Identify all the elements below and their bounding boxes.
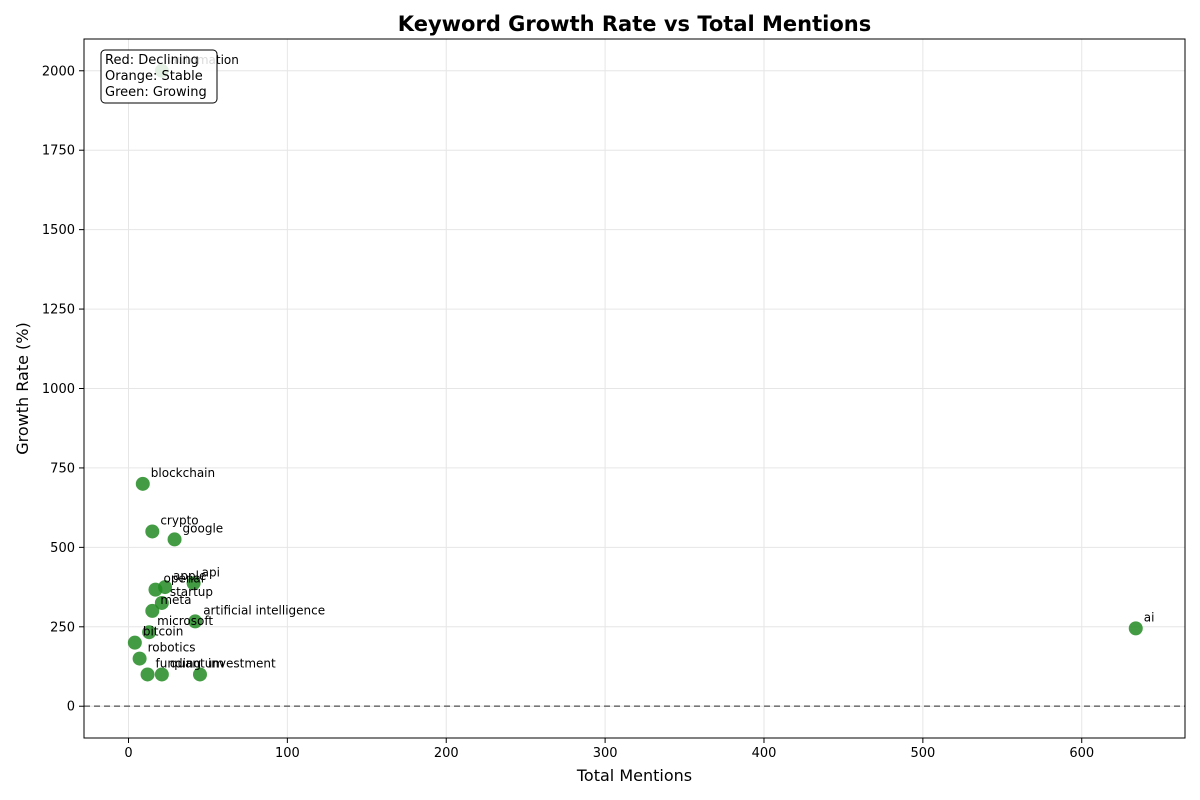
x-tick-label: 0 xyxy=(124,746,132,761)
data-point xyxy=(142,625,157,640)
point-label: funding xyxy=(156,656,202,670)
data-point xyxy=(154,667,169,682)
legend-line-stable: Orange: Stable xyxy=(105,69,203,84)
data-point xyxy=(135,476,150,491)
legend-box: Red: Declining Orange: Stable Green: Gro… xyxy=(100,49,218,104)
data-point xyxy=(140,667,155,682)
data-point xyxy=(132,651,147,666)
point-label: bitcoin xyxy=(143,625,184,639)
point-label: apple xyxy=(173,569,206,583)
point-label: artificial intelligence xyxy=(203,603,325,617)
x-axis-label: Total Mentions xyxy=(576,766,692,785)
point-label: startup xyxy=(170,585,213,599)
y-tick-label: 250 xyxy=(50,620,75,635)
y-axis-ticks: 0 250 500 750 1000 1250 1500 1750 2000 xyxy=(42,64,84,715)
y-tick-label: 1750 xyxy=(42,144,75,159)
y-tick-label: 1000 xyxy=(42,382,75,397)
point-label: blockchain xyxy=(151,466,215,480)
x-tick-label: 300 xyxy=(593,746,618,761)
point-label: robotics xyxy=(148,641,196,655)
y-tick-label: 2000 xyxy=(42,64,75,79)
data-point xyxy=(145,524,160,539)
legend-line-growing: Green: Growing xyxy=(105,85,207,100)
data-point xyxy=(1128,621,1143,636)
y-axis-label: Growth Rate (%) xyxy=(13,322,32,454)
point-label: ai xyxy=(1144,610,1155,624)
legend-frame xyxy=(100,49,218,104)
chart-title: Keyword Growth Rate vs Total Mentions xyxy=(398,12,871,36)
x-tick-label: 200 xyxy=(434,746,459,761)
data-points xyxy=(127,63,1143,682)
y-tick-label: 750 xyxy=(50,461,75,476)
data-point xyxy=(186,576,201,591)
y-tick-label: 0 xyxy=(67,700,75,715)
data-point xyxy=(154,595,169,610)
point-label: meta xyxy=(160,593,191,607)
x-tick-label: 600 xyxy=(1069,746,1094,761)
data-point xyxy=(148,582,163,597)
legend-line-declining: Red: Declining xyxy=(105,53,199,68)
data-point xyxy=(145,603,160,618)
data-point xyxy=(127,635,142,650)
grid xyxy=(84,39,1185,738)
point-label: crypto xyxy=(160,513,198,527)
y-tick-label: 500 xyxy=(50,541,75,556)
point-label: quantum xyxy=(170,656,224,670)
point-label: google xyxy=(183,521,224,535)
data-point xyxy=(167,532,182,547)
x-tick-label: 100 xyxy=(275,746,300,761)
point-label: investment xyxy=(208,656,276,670)
y-tick-label: 1250 xyxy=(42,303,75,318)
data-point xyxy=(192,667,207,682)
x-axis-ticks: 0 100 200 300 400 500 600 xyxy=(124,738,1094,761)
y-tick-label: 1500 xyxy=(42,223,75,238)
point-label: openai xyxy=(163,572,204,586)
point-label: api xyxy=(202,565,220,579)
data-point xyxy=(188,614,203,629)
x-tick-label: 500 xyxy=(910,746,935,761)
point-label: microsoft xyxy=(157,614,213,628)
x-tick-label: 400 xyxy=(752,746,777,761)
